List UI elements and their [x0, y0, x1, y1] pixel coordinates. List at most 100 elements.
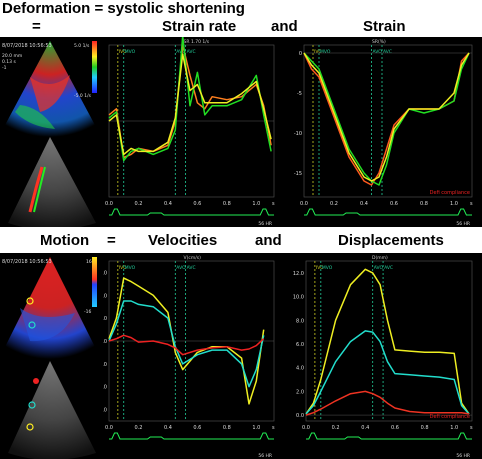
chart-header: V(cm/s) — [184, 255, 202, 261]
chart-header: SR(%) — [372, 39, 386, 45]
event-label: AVC — [384, 265, 393, 271]
x-tick-label: 0.6 — [193, 201, 201, 207]
x-tick-label: 0.8 — [420, 201, 428, 207]
strain-panel: IVC MVO AVO AVC 0 -5 -10 -15 SR(%) Defi complianc… — [282, 37, 482, 227]
x-tick-label: 0.4 — [164, 425, 172, 431]
chart-annotation: Defi compliance — [430, 414, 470, 420]
y-tick-label: 6.0 — [296, 342, 304, 348]
event-label: IVC — [316, 265, 324, 271]
chart-header: D(mm) — [372, 255, 388, 261]
title-equals-bottom: = — [107, 232, 116, 249]
ecg-trace — [109, 432, 274, 440]
y-tick-label: -6.0 — [103, 408, 107, 414]
event-label: AVC — [187, 265, 196, 271]
event-label: AVO — [373, 49, 383, 55]
title-displacements: Displacements — [338, 232, 444, 249]
y-tick-label: -4.0 — [103, 385, 107, 391]
title-strain: Strain — [363, 18, 406, 35]
y-tick-label: 0.0 — [103, 339, 107, 345]
hr-label: 56 HR — [258, 453, 272, 459]
y-tick-label: 2.0 — [103, 316, 107, 322]
hr-label: 56 HR — [456, 221, 470, 227]
top-echo-panel: 8/07/2018 10:56:53 5.0 1/s -5.0 1/s 20.0… — [0, 37, 103, 227]
series-line — [108, 300, 265, 388]
x-tick-label: 0.6 — [390, 201, 398, 207]
x-tick-label: 1.0 — [450, 201, 458, 207]
chart-header: SR 1.70 1/s — [184, 39, 210, 45]
y-tick-label: -10 — [294, 131, 302, 137]
y-tick-label: 6.0 — [103, 270, 107, 276]
y-tick-label: -2.0 — [103, 362, 107, 368]
ecg-trace — [109, 208, 274, 216]
event-label: MVO — [320, 49, 331, 55]
series-line — [108, 53, 272, 156]
event-label: AVO — [176, 265, 186, 271]
top-echo-date: 8/07/2018 10:56:53 — [2, 43, 52, 49]
event-label: IVC — [314, 49, 322, 55]
strain-rate-panel: IVC MVO AVO AVC SR 1.70 1/s 0.0 0.2 0.4 0.6 0.8 1.… — [103, 37, 282, 227]
series-line — [303, 52, 470, 186]
svg-text:5.0 1/s: 5.0 1/s — [74, 43, 90, 49]
hr-label: 56 HR — [456, 453, 470, 459]
y-tick-label: 8.0 — [296, 318, 304, 324]
doppler-sector — [4, 257, 96, 359]
x-tick-label: 0.2 — [332, 425, 340, 431]
title-motion: Motion — [40, 232, 90, 249]
series-line — [305, 268, 470, 415]
chart-annotation: Defi compliance — [430, 190, 470, 196]
x-tick-label: 0.4 — [164, 201, 172, 207]
x-unit-label: s — [470, 425, 473, 431]
svg-text:-5.0 1/s: -5.0 1/s — [74, 93, 92, 99]
y-tick-label: -15 — [294, 171, 302, 177]
x-tick-label: 0.4 — [361, 425, 369, 431]
event-label: IVC — [119, 49, 127, 55]
series-line — [108, 277, 265, 405]
x-tick-label: 0.4 — [360, 201, 368, 207]
x-unit-label: s — [272, 201, 275, 207]
x-tick-label: 0.2 — [134, 201, 142, 207]
hr-label: 56 HR — [258, 221, 272, 227]
event-label: AVC — [383, 49, 392, 55]
svg-text:-16: -16 — [84, 309, 91, 315]
series-line — [108, 334, 265, 356]
event-label: AVO — [374, 265, 384, 271]
svg-text:-1: -1 — [2, 65, 7, 71]
plot-frame — [305, 260, 473, 422]
color-scale-bar — [92, 257, 97, 307]
x-unit-label: s — [470, 201, 473, 207]
y-tick-label: 10.0 — [293, 295, 304, 301]
x-tick-label: 0.0 — [105, 201, 113, 207]
title-velocities: Velocities — [148, 232, 218, 249]
y-tick-label: 0.0 — [296, 413, 304, 419]
y-tick-label: -5 — [297, 91, 302, 97]
displacement-panel: IVC MVO AVO AVC 12.0 10.0 8.0 6.0 4.0 2.0 0.0 D(mm)… — [282, 253, 482, 459]
event-label: MVO — [125, 265, 136, 271]
bottom-echo-date: 8/07/2018 10:56:53 — [2, 259, 52, 265]
event-label: MVO — [322, 265, 333, 271]
y-tick-label: 4.0 — [103, 293, 107, 299]
x-tick-label: 0.6 — [391, 425, 399, 431]
y-tick-label: 2.0 — [296, 389, 304, 395]
color-scale-bar — [92, 41, 97, 93]
x-tick-label: 0.8 — [223, 425, 231, 431]
grayscale-sector — [8, 137, 96, 227]
svg-text:0.13 s: 0.13 s — [2, 59, 16, 65]
title-equals-top: = — [32, 18, 41, 35]
y-tick-label: 12.0 — [293, 271, 304, 277]
top-echo-image[interactable]: 8/07/2018 10:56:53 5.0 1/s -5.0 1/s 20.0… — [0, 37, 103, 227]
ecg-trace — [306, 432, 472, 440]
bottom-echo-panel: 8/07/2018 10:56:53 16 -16 — [0, 253, 103, 459]
y-tick-label: 4.0 — [296, 366, 304, 372]
ecg-trace — [304, 208, 472, 216]
title-deformation: Deformation = systolic shortening — [2, 0, 245, 17]
series-line — [305, 330, 470, 415]
y-tick-label: 0 — [299, 51, 302, 57]
series-line — [108, 37, 272, 162]
title-strain-rate: Strain rate — [162, 18, 237, 35]
bottom-echo-image[interactable]: 8/07/2018 10:56:53 16 -16 — [0, 253, 103, 459]
title-and-top: and — [271, 18, 298, 35]
